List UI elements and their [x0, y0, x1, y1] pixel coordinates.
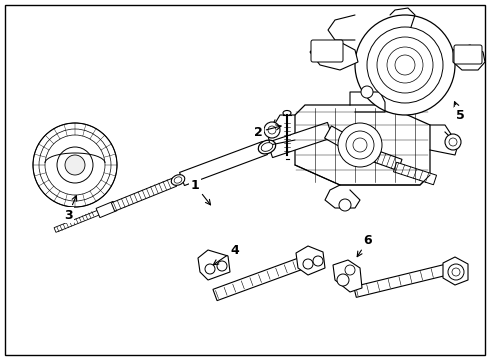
- Polygon shape: [179, 141, 268, 185]
- Circle shape: [33, 123, 117, 207]
- Ellipse shape: [283, 111, 291, 116]
- Polygon shape: [295, 105, 430, 185]
- Polygon shape: [324, 126, 364, 156]
- Polygon shape: [54, 210, 101, 232]
- Ellipse shape: [174, 177, 182, 183]
- Text: 1: 1: [191, 179, 211, 205]
- Polygon shape: [268, 122, 333, 158]
- Text: 3: 3: [64, 196, 77, 221]
- Polygon shape: [213, 256, 307, 301]
- Circle shape: [445, 134, 461, 150]
- Ellipse shape: [171, 175, 185, 185]
- Circle shape: [367, 27, 443, 103]
- Text: 6: 6: [357, 234, 372, 257]
- Polygon shape: [356, 144, 402, 171]
- Circle shape: [339, 199, 351, 211]
- Polygon shape: [96, 201, 117, 218]
- Circle shape: [353, 138, 367, 152]
- Circle shape: [345, 265, 355, 275]
- FancyBboxPatch shape: [311, 40, 343, 62]
- Circle shape: [355, 15, 455, 115]
- Polygon shape: [310, 42, 358, 70]
- Circle shape: [377, 37, 433, 93]
- Text: 4: 4: [213, 243, 240, 265]
- Circle shape: [205, 264, 215, 274]
- Polygon shape: [111, 178, 177, 211]
- Ellipse shape: [261, 143, 273, 151]
- FancyBboxPatch shape: [454, 45, 482, 64]
- Polygon shape: [296, 246, 325, 275]
- Circle shape: [303, 259, 313, 269]
- Circle shape: [264, 122, 280, 138]
- Circle shape: [57, 147, 93, 183]
- Circle shape: [452, 268, 460, 276]
- Circle shape: [449, 138, 457, 146]
- Polygon shape: [354, 265, 446, 297]
- Text: 5: 5: [454, 102, 465, 122]
- Circle shape: [338, 123, 382, 167]
- Polygon shape: [443, 257, 468, 285]
- Circle shape: [346, 131, 374, 159]
- Circle shape: [395, 55, 415, 75]
- Polygon shape: [198, 250, 230, 280]
- Polygon shape: [333, 260, 362, 292]
- Circle shape: [361, 86, 373, 98]
- Polygon shape: [453, 45, 485, 70]
- Circle shape: [217, 261, 227, 271]
- Circle shape: [268, 126, 276, 134]
- Text: 2: 2: [254, 125, 281, 139]
- Circle shape: [65, 155, 85, 175]
- Circle shape: [337, 274, 349, 286]
- Circle shape: [387, 47, 423, 83]
- Circle shape: [313, 256, 323, 266]
- Circle shape: [448, 264, 464, 280]
- Ellipse shape: [258, 140, 276, 154]
- Polygon shape: [393, 162, 437, 185]
